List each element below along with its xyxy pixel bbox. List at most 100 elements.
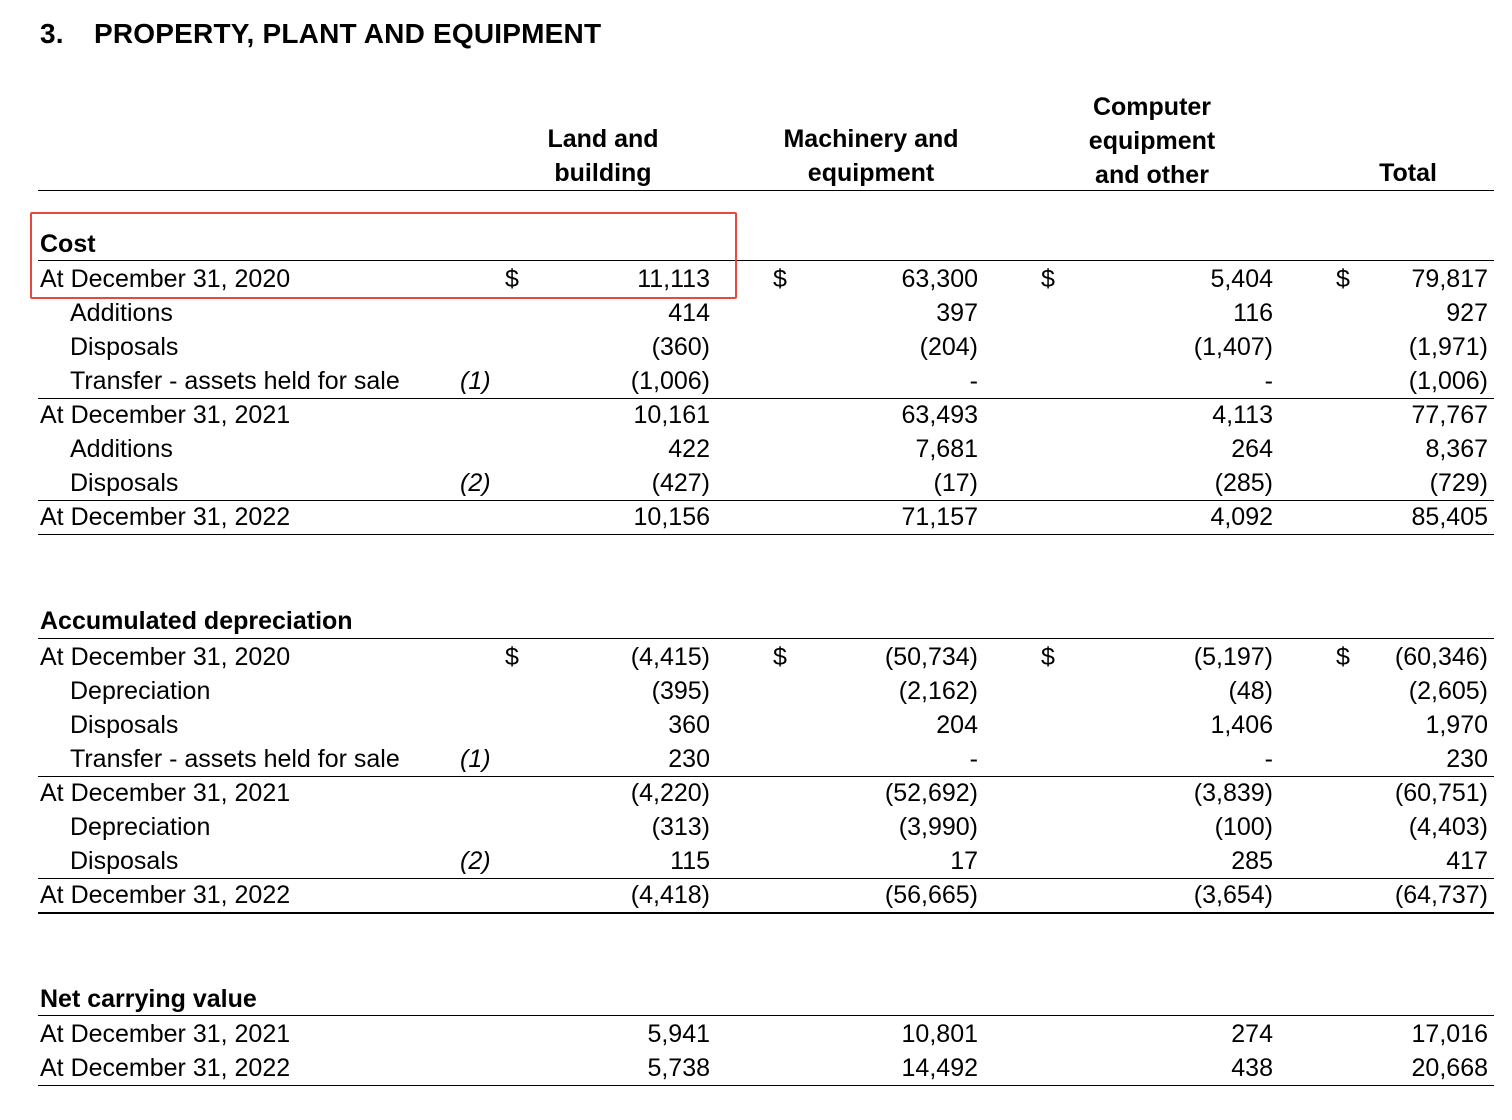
table-cell: (60,751) [1394, 779, 1488, 807]
row-label: Disposals [70, 333, 179, 361]
currency-symbol: $ [773, 643, 787, 671]
table-cell: 414 [668, 299, 710, 327]
table-row: Transfer - assets held for sale (1) (1,006… [0, 364, 1512, 398]
table-cell: (5,197) [1193, 643, 1273, 671]
currency-symbol: $ [505, 643, 519, 671]
row-label: At December 31, 2022 [40, 503, 291, 531]
row-rule [38, 500, 1494, 501]
table-cell: (313) [651, 813, 710, 841]
row-note-ref: (1) [460, 367, 491, 395]
table-row: Additions 414 397 116 927 [0, 296, 1512, 330]
table-cell: 4,092 [1210, 503, 1273, 531]
table-row: Depreciation (313) (3,990) (100) (4,403) [0, 810, 1512, 844]
column-header-machinery: Machinery and equipment [783, 125, 959, 187]
table-cell: (1,407) [1193, 333, 1273, 361]
table-cell: 927 [1446, 299, 1488, 327]
table-cell: 115 [670, 847, 710, 875]
table-cell: 7,681 [915, 435, 978, 463]
table-cell: - [1264, 745, 1273, 773]
table-row: Disposals (360) (204) (1,407) (1,971) [0, 330, 1512, 364]
row-label: Depreciation [70, 813, 211, 841]
table-cell: (1,006) [1408, 367, 1488, 395]
row-rule [38, 912, 1494, 914]
table-cell: 274 [1231, 1020, 1273, 1048]
table-row: At December 31, 2022 (4,418) (56,665) (3,65… [0, 878, 1512, 912]
table-cell: 417 [1446, 847, 1488, 875]
table-cell: 17,016 [1411, 1020, 1488, 1048]
table-cell: 5,941 [647, 1020, 710, 1048]
row-label: At December 31, 2020 [40, 643, 291, 671]
row-label: Transfer - assets held for sale [70, 745, 400, 773]
table-cell: 230 [1446, 745, 1488, 773]
section-heading-depreciation: Accumulated depreciation [0, 604, 1512, 638]
table-cell: (4,220) [630, 779, 710, 807]
table-cell: (2,605) [1408, 677, 1488, 705]
row-label: At December 31, 2021 [40, 779, 291, 807]
table-cell: - [1264, 367, 1273, 395]
row-label: Disposals [70, 469, 179, 497]
row-label: Disposals [70, 847, 179, 875]
note-number: 3. [40, 18, 64, 49]
table-cell: 20,668 [1411, 1054, 1488, 1082]
highlight-box [30, 212, 737, 299]
section-rule [38, 260, 1494, 261]
table-cell: 14,492 [901, 1054, 978, 1082]
note-title: PROPERTY, PLANT AND EQUIPMENT [94, 18, 602, 49]
table-row: At December 31, 2020 $ $ $ $ (4,415) (50,734) (… [0, 640, 1512, 674]
table-cell: (3,654) [1193, 881, 1273, 909]
table-cell: (204) [919, 333, 978, 361]
currency-symbol: $ [1336, 643, 1350, 671]
table-cell: 116 [1233, 299, 1273, 327]
table-cell: (4,418) [630, 881, 710, 909]
row-label: Additions [70, 435, 173, 463]
table-cell: (60,346) [1394, 643, 1488, 671]
table-cell: 17 [950, 847, 978, 875]
row-label: Transfer - assets held for sale [70, 367, 400, 395]
section-heading-label: Accumulated depreciation [40, 607, 353, 635]
table-cell: (48) [1228, 677, 1273, 705]
table-cell: 360 [668, 711, 710, 739]
table-cell: - [969, 745, 978, 773]
table-cell: (285) [1214, 469, 1273, 497]
table-cell: (2,162) [898, 677, 978, 705]
table-row: At December 31, 2021 10,161 63,493 4,113 77,… [0, 398, 1512, 432]
table-cell: 63,300 [901, 265, 978, 293]
row-label: Disposals [70, 711, 179, 739]
table-row: At December 31, 2021 5,941 10,801 274 17,016 [0, 1017, 1512, 1051]
table-row: Disposals (2) (427) (17) (285) (729) [0, 466, 1512, 500]
table-cell: 438 [1231, 1054, 1273, 1082]
section-rule [38, 1015, 1494, 1016]
currency-symbol: $ [773, 265, 787, 293]
table-row: Disposals 360 204 1,406 1,970 [0, 708, 1512, 742]
table-row: At December 31, 2020 $ $ $ $11,113 63,300 5,40… [0, 262, 1512, 296]
table-row: At December 31, 2022 10,156 71,157 4,092 85,… [0, 500, 1512, 534]
row-rule [38, 878, 1494, 879]
currency-symbol: $ [1041, 265, 1055, 293]
table-cell: (1,971) [1408, 333, 1488, 361]
table-cell: (4,403) [1408, 813, 1488, 841]
section-heading-label: Cost [40, 230, 96, 258]
row-label: At December 31, 2020 [40, 265, 291, 293]
table-cell: (729) [1429, 469, 1488, 497]
column-header-computer: Computer equipment and other [1088, 93, 1216, 189]
table-cell: 1,970 [1425, 711, 1488, 739]
table-cell: 79,817 [1411, 265, 1488, 293]
table-cell: 1,406 [1210, 711, 1273, 739]
table-cell: (56,665) [884, 881, 978, 909]
table-cell: (17) [933, 469, 978, 497]
table-cell: 4,113 [1212, 401, 1273, 429]
table-cell: 10,801 [901, 1020, 978, 1048]
table-cell: 422 [668, 435, 710, 463]
table-cell: 264 [1231, 435, 1273, 463]
row-label: At December 31, 2021 [40, 401, 291, 429]
row-label: At December 31, 2022 [40, 881, 291, 909]
table-cell: 71,157 [901, 503, 978, 531]
table-cell: (52,692) [884, 779, 978, 807]
table-cell: 85,405 [1411, 503, 1488, 531]
section-heading-net: Net carrying value [0, 982, 1512, 1016]
section-rule [38, 638, 1494, 639]
table-cell: (427) [651, 469, 710, 497]
table-cell: (395) [651, 677, 710, 705]
column-header-land-building: Land and building [547, 125, 659, 187]
table-row: Additions 422 7,681 264 8,367 [0, 432, 1512, 466]
